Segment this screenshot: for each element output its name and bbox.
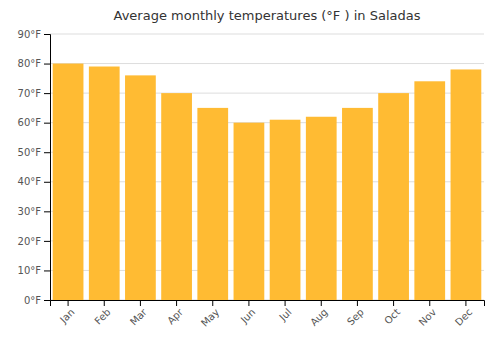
x-tick: Apr: [165, 300, 186, 326]
x-tick: May: [199, 300, 221, 329]
y-tick-mark: [44, 34, 50, 35]
x-tick: Jun: [238, 300, 258, 326]
x-tick-mark: [104, 300, 105, 306]
y-tick-label: 0°F: [24, 295, 41, 306]
plot-area: 0°F 10°F 20°F 30°F 40°F 50°F 60°F 70°F 80°F 90°F J…: [18, 29, 485, 329]
bars: [53, 64, 482, 300]
y-tick: 20°F: [18, 236, 50, 247]
bar: [378, 93, 409, 300]
y-tick: 80°F: [18, 58, 50, 69]
y-tick-label: 30°F: [18, 206, 42, 217]
x-axis-line: [51, 301, 485, 307]
x-tick-mark: [429, 300, 430, 306]
x-tick-mark: [212, 300, 213, 306]
grid-line: [50, 34, 484, 35]
x-tick: Oct: [382, 300, 402, 326]
x-tick: Nov: [417, 300, 439, 328]
x-tick-label: Apr: [165, 306, 186, 327]
bar: [451, 69, 482, 300]
y-tick-mark: [44, 64, 50, 65]
x-tick-mark: [465, 300, 466, 306]
bar: [306, 117, 337, 300]
x-tick-label: Jul: [277, 306, 294, 323]
y-tick-mark: [44, 93, 50, 94]
y-tick-mark: [44, 300, 50, 301]
x-tick: Feb: [92, 300, 112, 327]
x-tick: Sep: [345, 300, 366, 327]
y-tick-label: 20°F: [18, 236, 42, 247]
x-tick: Aug: [308, 300, 330, 328]
y-tick-label: 60°F: [18, 117, 42, 128]
y-tick-mark: [44, 182, 50, 183]
y-axis: 0°F 10°F 20°F 30°F 40°F 50°F 60°F 70°F 80°F 90°F: [18, 29, 51, 306]
x-tick-mark: [393, 300, 394, 306]
x-tick: Mar: [128, 300, 150, 327]
x-tick-mark: [321, 300, 322, 306]
x-tick-label: Feb: [92, 306, 112, 326]
bar: [414, 81, 445, 300]
x-axis: Jan Feb Mar Apr May Jun Jul Aug Sep Oct Nov Dec: [51, 300, 485, 329]
x-tick: Jan: [57, 300, 76, 326]
x-tick-label: Dec: [453, 306, 474, 327]
y-tick: 60°F: [18, 117, 50, 128]
bar: [161, 93, 192, 300]
x-tick-label: May: [199, 306, 221, 328]
x-tick-label: Jan: [57, 306, 76, 325]
y-tick-mark: [44, 211, 50, 212]
y-tick: 90°F: [18, 29, 50, 40]
x-tick-label: Nov: [417, 306, 439, 328]
bar: [197, 108, 228, 300]
y-tick-mark: [44, 152, 50, 153]
bar: [89, 67, 120, 300]
bar: [270, 120, 301, 300]
bar: [53, 64, 84, 300]
x-tick-mark: [68, 300, 69, 306]
y-tick: 70°F: [18, 88, 50, 99]
x-tick-mark: [176, 300, 177, 306]
grid: [50, 34, 484, 300]
y-tick-label: 90°F: [18, 29, 42, 40]
y-tick-mark: [44, 123, 50, 124]
x-tick-mark: [357, 300, 358, 306]
y-tick-label: 40°F: [18, 176, 42, 187]
y-tick-mark: [44, 270, 50, 271]
grid-line: [50, 63, 484, 64]
x-tick-label: Jun: [238, 306, 258, 326]
y-tick: 0°F: [24, 295, 50, 306]
y-tick-label: 50°F: [18, 147, 42, 158]
y-tick: 50°F: [18, 147, 50, 158]
x-tick: Jul: [277, 300, 294, 323]
bar: [234, 123, 265, 300]
x-tick: Dec: [453, 300, 474, 328]
chart-container: 0°F 10°F 20°F 30°F 40°F 50°F 60°F 70°F 80°F 90°F J…: [0, 0, 500, 350]
x-tick-mark: [140, 300, 141, 306]
chart-title: Average monthly temperatures (°F ) in Sa…: [114, 8, 421, 23]
x-tick-mark: [248, 300, 249, 306]
x-tick-mark: [285, 300, 286, 306]
y-tick: 30°F: [18, 206, 50, 217]
x-tick-label: Oct: [382, 306, 402, 326]
x-tick-label: Aug: [308, 306, 330, 328]
y-tick-label: 80°F: [18, 58, 42, 69]
y-tick-label: 70°F: [18, 88, 42, 99]
x-tick-label: Mar: [128, 306, 150, 328]
chart-svg: 0°F 10°F 20°F 30°F 40°F 50°F 60°F 70°F 80°F 90°F J…: [0, 0, 500, 350]
y-axis-line: [44, 35, 51, 301]
bar: [342, 108, 373, 300]
bar: [125, 75, 156, 300]
x-tick-label: Sep: [345, 306, 366, 327]
y-tick-label: 10°F: [18, 265, 42, 276]
y-tick: 40°F: [18, 176, 50, 187]
y-tick: 10°F: [18, 265, 50, 276]
y-tick-mark: [44, 241, 50, 242]
